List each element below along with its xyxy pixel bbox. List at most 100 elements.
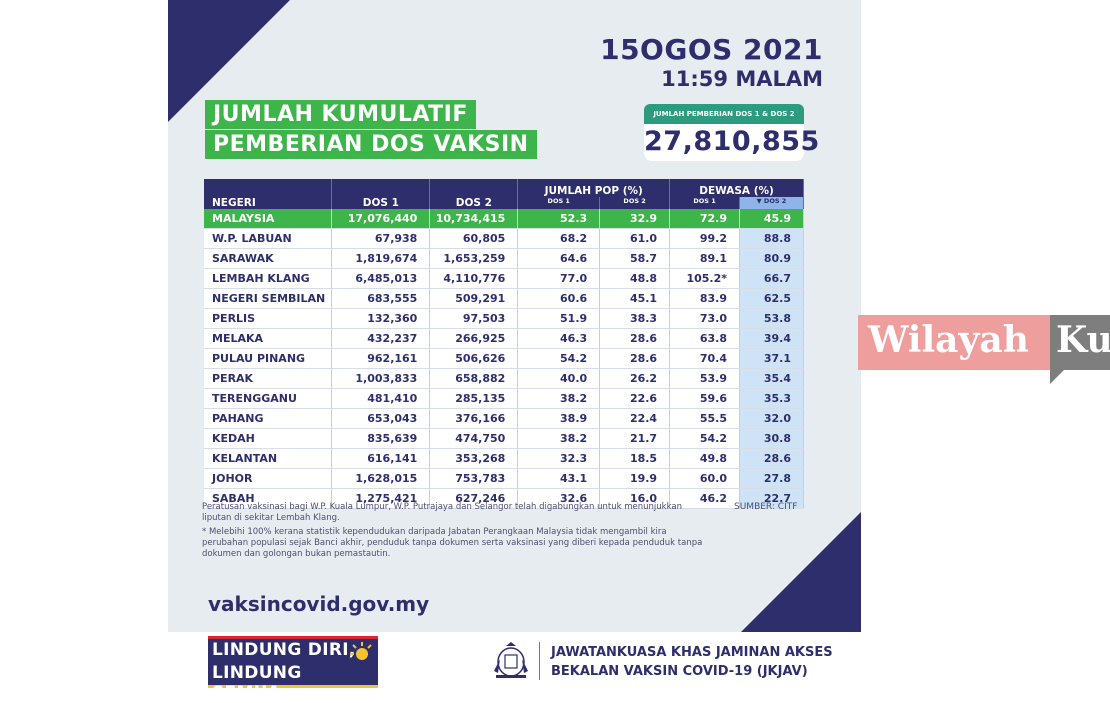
subheader-pop-dos2: DOS 2 (599, 197, 671, 209)
flag-stripe (208, 685, 378, 688)
header-negeri: NEGERI (204, 179, 333, 209)
table-cell: 616,141 (331, 448, 431, 469)
table-cell: 67,938 (331, 228, 431, 249)
table-cell: 132,360 (331, 308, 431, 329)
table-cell: 60.0 (669, 468, 741, 489)
corner-decoration-bottom (741, 512, 861, 632)
table-cell: 52.3 (517, 209, 601, 229)
table-cell: 45.9 (739, 209, 804, 229)
table-cell: 474,750 (429, 428, 519, 449)
table-cell: 266,925 (429, 328, 519, 349)
banner-tag: Ku (1050, 315, 1110, 370)
table-cell: 658,882 (429, 368, 519, 389)
divider (539, 642, 540, 680)
table-cell: 17,076,440 (331, 209, 431, 229)
table-row: PERLIS 132,360 97,503 51.9 38.3 73.0 53.8 (204, 308, 804, 329)
state-name: PERLIS (204, 308, 333, 329)
table-cell: 32.6 (517, 488, 601, 509)
table-cell: 89.1 (669, 248, 741, 269)
note-over-100: * Melebihi 100% kerana statistik kependu… (202, 527, 703, 559)
coat-of-arms-icon (494, 642, 528, 678)
state-name: KEDAH (204, 428, 333, 449)
table-cell: 1,003,833 (331, 368, 431, 389)
table-cell: 64.6 (517, 248, 601, 269)
table-cell: 432,237 (331, 328, 431, 349)
table-cell: 55.5 (669, 408, 741, 429)
total-caption: JUMLAH PEMBERIAN DOS 1 & DOS 2 (644, 104, 804, 124)
table-cell: 28.6 (599, 348, 671, 369)
table-cell: 6,485,013 (331, 268, 431, 289)
table-cell: 683,555 (331, 288, 431, 309)
table-cell: 21.7 (599, 428, 671, 449)
table-cell: 70.4 (669, 348, 741, 369)
table-row: KELANTAN 616,141 353,268 32.3 18.5 49.8 28.6 (204, 448, 804, 469)
banner-tag-text: Ku (1056, 319, 1110, 361)
table-row: SABAH 1,275,421 627,246 32.6 16.0 46.2 22.7 (204, 488, 804, 509)
header-dewasa: DEWASA (%) (669, 179, 804, 197)
subheader-dewasa-dos1: DOS 1 (669, 197, 741, 209)
table-cell: 49.8 (669, 448, 741, 469)
state-name: PAHANG (204, 408, 333, 429)
state-name: NEGERI SEMBILAN (204, 288, 333, 309)
table-row: W.P. LABUAN 67,938 60,805 68.2 61.0 99.2 88.8 (204, 228, 804, 249)
header-pop: JUMLAH POP (%) (517, 179, 671, 197)
table-cell: 88.8 (739, 228, 804, 249)
table-cell: 4,110,776 (429, 268, 519, 289)
table-cell: 1,275,421 (331, 488, 431, 509)
table-cell: 35.4 (739, 368, 804, 389)
table-cell: 28.6 (739, 448, 804, 469)
table-cell: 61.0 (599, 228, 671, 249)
table-row: PULAU PINANG 962,161 506,626 54.2 28.6 70.4 37… (204, 348, 804, 369)
table-cell: 285,135 (429, 388, 519, 409)
table-cell: 53.8 (739, 308, 804, 329)
table-cell: 481,410 (331, 388, 431, 409)
table-cell: 627,246 (429, 488, 519, 509)
agency-line-1: JAWATANKUASA KHAS JAMINAN AKSES (551, 645, 833, 660)
state-name: PULAU PINANG (204, 348, 333, 369)
table-cell: 80.9 (739, 248, 804, 269)
state-name: JOHOR (204, 468, 333, 489)
table-cell: 54.2 (669, 428, 741, 449)
table-cell: 99.2 (669, 228, 741, 249)
table-cell: 62.5 (739, 288, 804, 309)
website-link[interactable]: vaksincovid.gov.my (208, 592, 430, 616)
table-cell: 54.2 (517, 348, 601, 369)
table-cell: 59.6 (669, 388, 741, 409)
sun-icon (350, 642, 372, 660)
table-cell: 39.4 (739, 328, 804, 349)
table-cell: 962,161 (331, 348, 431, 369)
table-cell: 28.6 (599, 328, 671, 349)
note-lembah-klang: Peratusan vaksinasi bagi W.P. Kuala Lump… (202, 502, 682, 523)
table-cell: 63.8 (669, 328, 741, 349)
state-name: KELANTAN (204, 448, 333, 469)
table-cell: 22.6 (599, 388, 671, 409)
table-cell: 10,734,415 (429, 209, 519, 229)
state-name: MELAKA (204, 328, 333, 349)
table-row: NEGERI SEMBILAN 683,555 509,291 60.6 45.1 83.… (204, 288, 804, 309)
table-cell: 835,639 (331, 428, 431, 449)
table-cell: 60,805 (429, 228, 519, 249)
table-cell: 38.2 (517, 428, 601, 449)
table-row: SARAWAK 1,819,674 1,653,259 64.6 58.7 89.1 80.… (204, 248, 804, 269)
state-name: PERAK (204, 368, 333, 389)
table-cell: 83.9 (669, 288, 741, 309)
table-cell: 18.5 (599, 448, 671, 469)
table-row-national: MALAYSIA 17,076,440 10,734,415 52.3 32.9 72.9… (204, 209, 804, 229)
table-cell: 51.9 (517, 308, 601, 329)
table-row: MELAKA 432,237 266,925 46.3 28.6 63.8 39.4 (204, 328, 804, 349)
table-cell: 509,291 (429, 288, 519, 309)
table-cell: 753,783 (429, 468, 519, 489)
table-cell: 27.8 (739, 468, 804, 489)
report-date: 15OGOS 2021 11:59 MALAM (600, 34, 823, 92)
table-cell: 38.2 (517, 388, 601, 409)
state-name: W.P. LABUAN (204, 228, 333, 249)
state-name: SARAWAK (204, 248, 333, 269)
source-label: SUMBER: CITF (734, 502, 798, 512)
table-cell: 1,653,259 (429, 248, 519, 269)
table-cell: 45.1 (599, 288, 671, 309)
title-line-1: JUMLAH KUMULATIF (205, 100, 476, 129)
table-cell: 22.7 (739, 488, 804, 509)
table-cell: 19.9 (599, 468, 671, 489)
vaccination-table: NEGERI DOS 1 DOS 2 JUMLAH POP (%) DEWASA… (204, 179, 804, 509)
table-cell: 30.8 (739, 428, 804, 449)
